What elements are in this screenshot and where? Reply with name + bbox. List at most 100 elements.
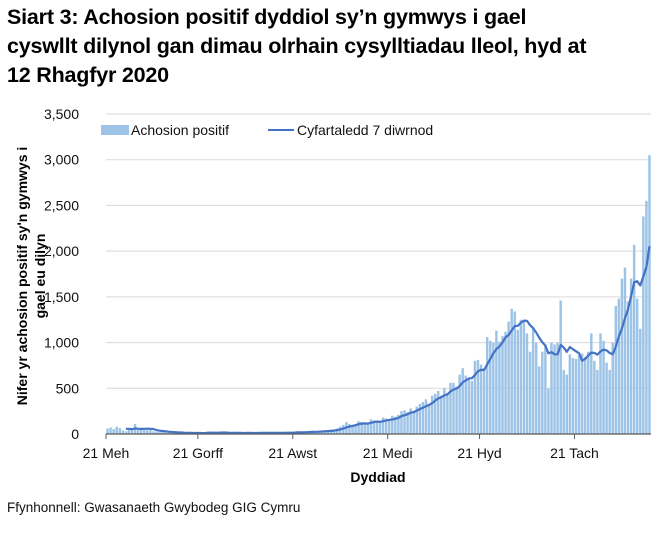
source-note: Ffynhonnell: Gwasanaeth Gwybodeg GIG Cym… — [7, 500, 301, 515]
bar — [623, 267, 627, 434]
bar — [130, 429, 134, 434]
bar — [415, 406, 418, 434]
bar — [430, 395, 434, 434]
bar — [550, 342, 553, 434]
bar — [332, 429, 336, 434]
bar — [351, 425, 354, 434]
bar — [424, 399, 428, 434]
bar — [427, 403, 431, 434]
bar — [476, 359, 480, 434]
bar — [525, 333, 529, 434]
bar — [124, 431, 128, 434]
bar — [479, 364, 483, 434]
bar — [381, 417, 385, 434]
bar — [440, 395, 443, 434]
bar-series-achosion-positif — [106, 155, 651, 434]
bar — [482, 368, 486, 434]
bar — [632, 244, 636, 434]
bar — [348, 423, 351, 434]
y-tick-label: 1,500 — [44, 289, 79, 305]
bar — [409, 408, 412, 434]
bar — [452, 382, 455, 434]
bar — [354, 424, 357, 434]
bar — [400, 411, 403, 434]
x-tick-label: 21 Hyd — [457, 445, 501, 461]
bar — [608, 370, 611, 434]
bar — [565, 374, 569, 434]
bar — [461, 368, 464, 434]
bar — [574, 359, 578, 434]
bar — [470, 380, 474, 434]
bar — [498, 341, 501, 434]
bar — [375, 421, 379, 434]
bar — [492, 342, 495, 434]
bar — [590, 333, 593, 434]
bar — [433, 393, 437, 434]
bar — [357, 421, 360, 434]
bar — [593, 360, 596, 434]
x-axis-ticks: 21 Meh 21 Gorff 21 Awst 21 Medi 21 Hyd 21 Tac… — [83, 434, 599, 461]
bar — [531, 328, 535, 434]
bar — [109, 427, 112, 434]
x-axis-title: Dyddiad — [350, 469, 405, 485]
bar — [620, 278, 624, 434]
bar — [391, 415, 394, 434]
bar — [501, 336, 504, 434]
bar — [458, 374, 461, 434]
bar — [467, 379, 471, 434]
bar — [397, 414, 400, 434]
bar — [538, 366, 541, 434]
bar — [106, 428, 109, 434]
bar — [556, 342, 559, 434]
bar — [326, 430, 330, 434]
bar — [152, 431, 155, 434]
bar — [541, 351, 544, 434]
bar — [571, 358, 575, 434]
bar — [366, 423, 370, 434]
bar — [403, 410, 406, 434]
bar — [149, 429, 152, 434]
bar — [443, 388, 446, 434]
bar — [372, 420, 376, 434]
y-axis-tick-labels: 0 500 1,000 1,500 2,000 2,500 3,000 3,500 — [44, 106, 79, 442]
y-tick-label: 1,000 — [44, 335, 79, 351]
bar — [562, 370, 565, 434]
bar — [136, 428, 140, 434]
bar — [507, 321, 510, 434]
legend-label-bars: Achosion positif — [131, 122, 229, 138]
chart-title: Siart 3: Achosion positif dyddiol sy’n g… — [7, 3, 667, 90]
bar — [516, 329, 520, 434]
chart-title-line-2: cyswllt dilynol gan dimau olrhain cysyll… — [7, 34, 587, 58]
bar — [335, 428, 339, 434]
x-tick-label: 21 Meh — [83, 445, 130, 461]
bar — [534, 342, 538, 434]
x-tick-label: 21 Awst — [268, 445, 317, 461]
bar — [559, 300, 562, 434]
bar — [449, 382, 452, 434]
y-tick-label: 0 — [71, 426, 79, 442]
bar — [611, 342, 614, 434]
bar — [599, 333, 602, 434]
bar — [528, 351, 532, 434]
bar — [112, 428, 115, 434]
chart-title-line-1: Siart 3: Achosion positif dyddiol sy’n g… — [7, 5, 527, 29]
bar — [146, 430, 149, 434]
bar — [583, 357, 587, 434]
bar — [642, 216, 645, 434]
bar — [446, 392, 449, 434]
line-series-cyfartaledd-7-diwrnod — [125, 246, 651, 435]
bar — [418, 403, 422, 434]
bar — [580, 353, 584, 434]
bar — [378, 423, 382, 434]
bar — [648, 155, 651, 434]
legend-label-line: Cyfartaledd 7 diwrnod — [297, 122, 433, 138]
bar — [363, 423, 366, 434]
bar — [510, 308, 513, 434]
y-tick-label: 2,000 — [44, 243, 79, 259]
bar — [547, 388, 550, 434]
y-tick-label: 2,500 — [44, 197, 79, 213]
bar — [161, 431, 164, 434]
bar — [369, 419, 373, 434]
bar — [596, 370, 599, 434]
